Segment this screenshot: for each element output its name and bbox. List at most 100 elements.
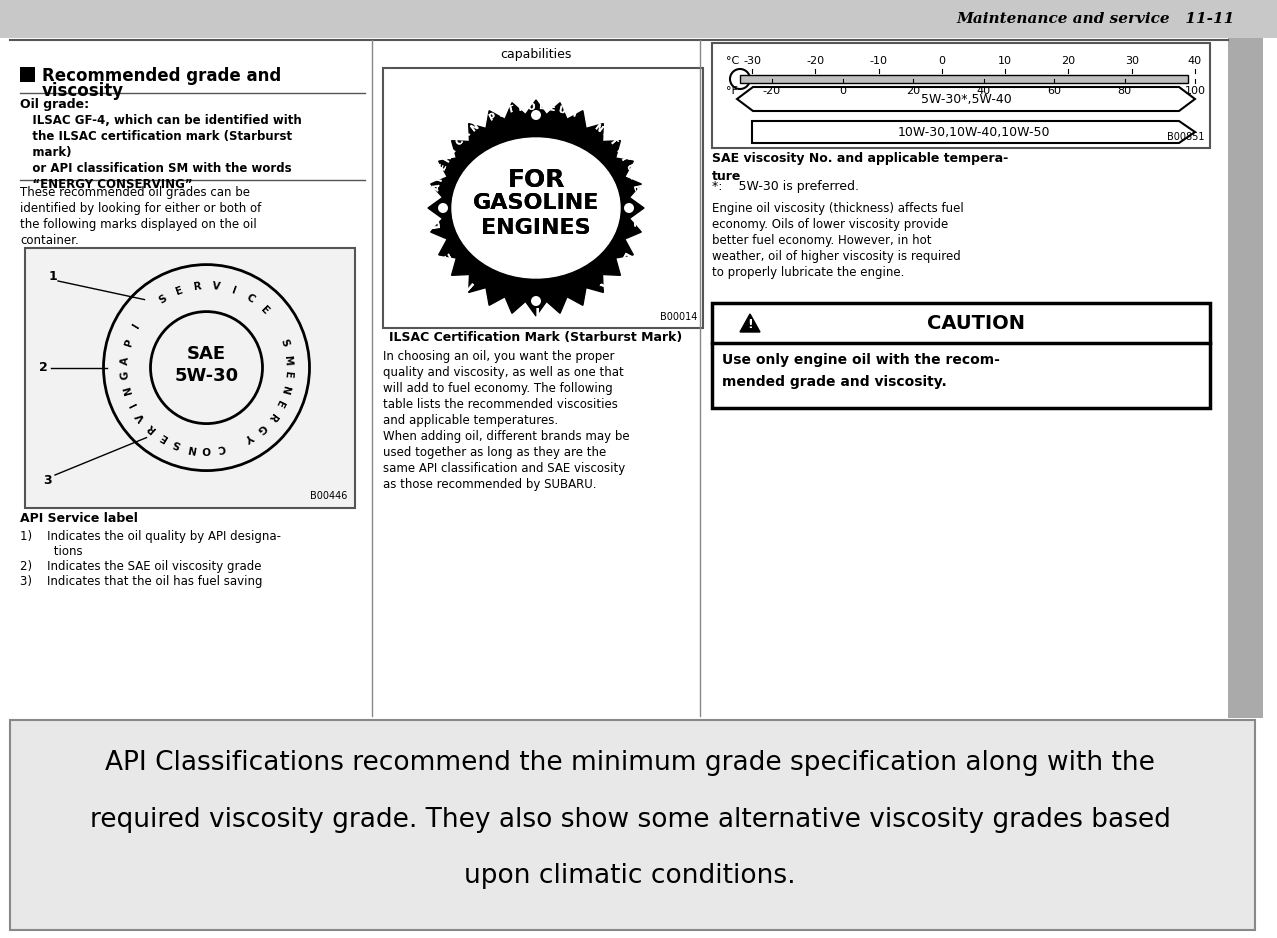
Text: I: I [132,321,142,329]
Text: Recommended grade and: Recommended grade and [42,67,281,85]
Text: SAE: SAE [186,344,226,363]
Text: ENGINES: ENGINES [481,218,591,238]
Text: E: E [548,103,555,113]
Text: -20: -20 [806,56,825,66]
Text: G: G [120,370,130,379]
Text: T: T [607,137,618,147]
Text: C: C [630,217,644,228]
Text: R: R [442,153,453,164]
Text: identified by looking for either or both of: identified by looking for either or both… [20,202,262,215]
Text: N: N [123,384,134,395]
Text: API Service label: API Service label [20,512,138,525]
Bar [20,67,34,82]
Text: GASOLINE: GASOLINE [472,193,599,213]
Text: L: L [538,102,544,112]
Text: E: E [158,431,169,443]
Circle shape [531,296,541,306]
Text: 0: 0 [839,86,845,96]
Text: C: C [455,136,465,147]
Text: A: A [461,129,472,140]
Text: 0: 0 [939,56,945,66]
Text: E: E [282,371,292,379]
Text: R: R [146,421,158,434]
Text: container.: container. [20,234,79,247]
Text: S: S [171,437,183,449]
Text: T: T [507,105,515,115]
Text: C: C [630,217,644,228]
Text: 20: 20 [1061,56,1075,66]
Text: 100: 100 [1185,86,1205,96]
Text: V: V [135,410,148,423]
Text: CAUTION: CAUTION [927,313,1025,332]
Text: M: M [282,355,294,366]
Text: I: I [128,400,139,408]
Text: A: A [120,356,130,365]
Text: E: E [438,163,448,173]
Ellipse shape [452,138,621,278]
Circle shape [531,296,541,306]
Text: Maintenance and service   11-11: Maintenance and service 11-11 [956,12,1235,26]
Text: T: T [507,105,515,115]
Text: T: T [627,173,637,182]
Text: quality and viscosity, as well as one that: quality and viscosity, as well as one th… [383,366,623,379]
Text: will add to fuel economy. The following: will add to fuel economy. The following [383,382,613,395]
Circle shape [438,203,448,213]
Circle shape [531,110,541,120]
Text: 2: 2 [38,361,47,374]
Text: better fuel economy. However, in hot: better fuel economy. However, in hot [713,234,931,247]
Text: E: E [174,285,184,296]
Text: R: R [442,153,453,164]
Text: In choosing an oil, you want the proper: In choosing an oil, you want the proper [383,350,614,363]
Text: V: V [211,281,221,292]
Text: S: S [600,129,610,140]
Text: E: E [439,250,455,263]
Text: used together as long as they are the: used together as long as they are the [383,446,607,459]
Text: R: R [517,103,525,113]
Text: T: T [627,173,637,182]
Text: ENGINES: ENGINES [481,218,591,238]
Text: same API classification and SAE viscosity: same API classification and SAE viscosit… [383,462,626,475]
Text: L: L [538,102,544,112]
Bar [26,248,355,508]
Text: as those recommended by SUBARU.: as those recommended by SUBARU. [383,478,596,491]
Text: B00446: B00446 [309,491,347,501]
Text: “ENERGY CONSERVING”: “ENERGY CONSERVING” [20,178,193,191]
Polygon shape [739,314,760,332]
Text: I: I [534,302,538,315]
Text: SAE viscosity No. and applicable tempera-
ture: SAE viscosity No. and applicable tempera… [713,152,1009,183]
Text: °C: °C [727,56,739,66]
Text: T: T [607,137,618,147]
Text: N: N [278,384,291,395]
Text: -30: -30 [743,56,761,66]
Text: I: I [614,146,623,154]
Polygon shape [428,100,644,316]
Text: A: A [461,129,472,140]
Text: N: N [591,122,603,134]
Text: F: F [494,295,507,310]
Text: 3: 3 [42,474,51,487]
Text: U: U [557,105,566,115]
Text: O: O [202,444,211,454]
Text: M: M [434,172,446,183]
Text: I: I [448,146,458,154]
Bar [10,720,1255,930]
Polygon shape [428,100,644,316]
Text: D: D [429,216,443,228]
Text: 40: 40 [1188,56,1202,66]
Text: R: R [594,276,610,293]
Text: 60: 60 [1047,86,1061,96]
Text: U: U [557,105,566,115]
Text: capabilities: capabilities [501,48,572,61]
Circle shape [438,203,448,213]
Text: M: M [434,172,446,183]
Bar [0,0,1277,38]
Text: mark): mark) [20,146,72,159]
Text: I: I [585,117,593,127]
Text: E: E [630,183,640,191]
Text: S: S [600,129,610,140]
Text: Use only engine oil with the recom-: Use only engine oil with the recom- [722,353,1000,367]
Text: to properly lubricate the engine.: to properly lubricate the engine. [713,266,904,279]
Polygon shape [737,87,1195,111]
Text: G: G [255,421,268,434]
Text: C: C [455,136,465,147]
